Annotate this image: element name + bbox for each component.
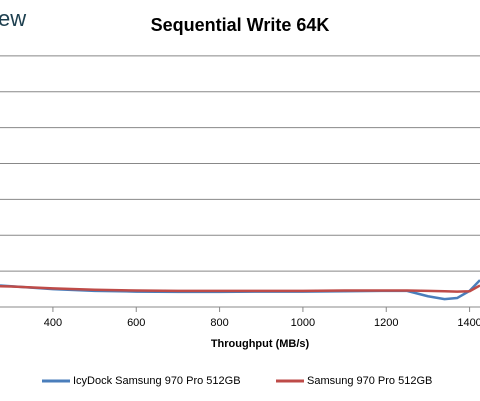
legend-label: Samsung 970 Pro 512GB (307, 375, 432, 387)
x-tick-label: 600 (127, 317, 145, 329)
series-line (0, 284, 480, 293)
x-tick-label: 800 (210, 317, 228, 329)
chart-title: Sequential Write 64K (151, 15, 330, 35)
legend-label: IcyDock Samsung 970 Pro 512GB (73, 375, 241, 387)
x-tick-label: 1400 (457, 317, 480, 329)
x-tick-label: 1000 (291, 317, 315, 329)
x-axis-title: Throughput (MB/s) (211, 338, 310, 350)
logo: ew (0, 6, 26, 31)
x-tick-label: 1200 (374, 317, 398, 329)
x-tick-label: 400 (44, 317, 62, 329)
